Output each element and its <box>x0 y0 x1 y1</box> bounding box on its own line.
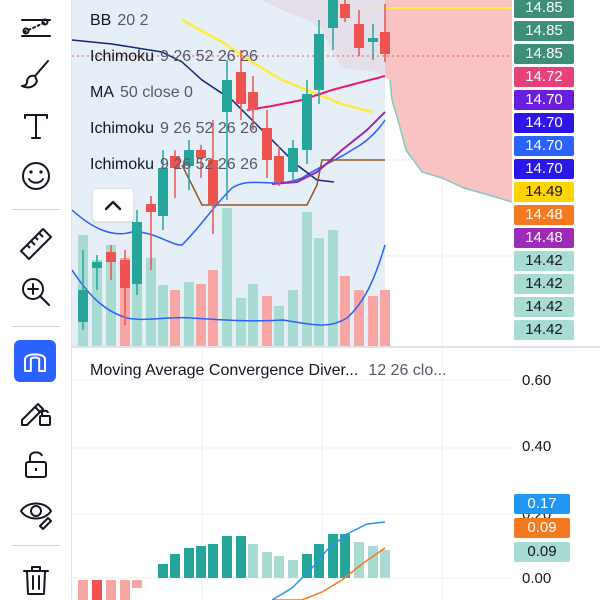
macd-params: 12 26 clo... <box>368 362 447 379</box>
legend-ichimoku-3[interactable]: Ichimoku 9 26 52 26 26 <box>90 154 258 176</box>
macd-axis-label: 0.60 <box>522 372 552 389</box>
bollinger-upper-line <box>72 119 386 246</box>
ichimoku-leading-span <box>271 111 386 185</box>
legend-params: 9 26 52 26 26 <box>160 156 258 173</box>
bollinger-lower-band <box>72 244 386 326</box>
emoji-tool-icon <box>22 162 50 190</box>
price-tag: 14.85 <box>514 0 574 18</box>
collapse-legend-button[interactable] <box>92 188 134 222</box>
macd-scale[interactable]: 0.60 0.40 0.20 0.00 0.17 0.09 0.09 <box>512 348 600 600</box>
macd-signal-line <box>272 547 386 600</box>
legend-name: Ichimoku <box>90 156 155 173</box>
macd-pane[interactable] <box>72 348 512 600</box>
price-tag: 14.42 <box>514 297 574 317</box>
macd-axis-label: 0.40 <box>522 438 552 455</box>
price-tag: 14.42 <box>514 274 574 294</box>
legend-ichimoku-2[interactable]: Ichimoku 9 26 52 26 26 <box>90 118 258 140</box>
macd-histogram <box>78 534 390 600</box>
price-tag: 14.48 <box>514 228 574 248</box>
price-tag: 14.42 <box>514 320 574 340</box>
macd-title: Moving Average Convergence Diver... <box>90 362 359 379</box>
legend-name: BB <box>90 12 112 29</box>
legend-name: Ichimoku <box>90 48 155 65</box>
magnet-tool-icon <box>24 353 46 372</box>
legend-moving-average[interactable]: MA 50 close 0 <box>90 82 193 104</box>
emoji-tool[interactable] <box>12 154 60 198</box>
price-tag: 14.70 <box>514 113 574 133</box>
price-tag: 14.48 <box>514 205 574 225</box>
legend-name: Ichimoku <box>90 120 155 137</box>
toolbar-divider <box>12 545 60 546</box>
moving-average-line <box>181 18 373 114</box>
price-tag: 14.70 <box>514 90 574 110</box>
legend-ichimoku-1[interactable]: Ichimoku 9 26 52 26 26 <box>90 46 258 68</box>
price-tag: 14.72 <box>514 67 574 87</box>
legend-params: 20 2 <box>117 12 149 29</box>
hide-drawings-tool[interactable] <box>12 490 60 534</box>
magnet-tool[interactable] <box>14 340 56 382</box>
legend-params: 50 close 0 <box>120 84 193 101</box>
trend-line-tool-icon <box>21 18 51 37</box>
price-chart[interactable] <box>72 0 512 348</box>
brush-tool-icon <box>21 60 49 89</box>
price-tag: 14.85 <box>514 44 574 64</box>
macd-line <box>271 521 386 600</box>
trash-icon <box>23 566 49 595</box>
macd-value-tag: 0.17 <box>514 494 570 514</box>
zoom-in-tool-icon <box>22 278 50 306</box>
legend-params: 9 26 52 26 26 <box>160 120 258 137</box>
price-tag: 14.70 <box>514 159 574 179</box>
legend-macd[interactable]: Moving Average Convergence Diver... 12 2… <box>90 360 447 382</box>
price-tag: 14.85 <box>514 21 574 41</box>
ruler-tool[interactable] <box>12 222 60 266</box>
price-scale[interactable]: 14.85 14.85 14.85 14.72 14.70 14.70 14.70 14.70… <box>512 0 600 348</box>
text-tool[interactable] <box>12 104 60 148</box>
price-chart-canvas <box>72 0 512 348</box>
legend-params: 9 26 52 26 26 <box>160 48 258 65</box>
price-tag: 14.42 <box>514 251 574 271</box>
candlesticks <box>78 0 390 330</box>
legend-name: MA <box>90 84 114 101</box>
macd-canvas <box>72 348 512 600</box>
price-tag: 14.70 <box>514 136 574 156</box>
toolbar-divider <box>12 326 60 327</box>
lock-drawing-icon <box>21 403 51 426</box>
zoom-in-tool[interactable] <box>12 270 60 314</box>
lock-all-icon <box>25 451 47 478</box>
brush-tool[interactable] <box>12 52 60 96</box>
lock-all-tool[interactable] <box>12 442 60 486</box>
pane-divider[interactable] <box>72 346 600 348</box>
macd-axis-label: 0.00 <box>522 570 552 587</box>
legend-bollinger-bands[interactable]: BB 20 2 <box>90 10 148 32</box>
drawing-toolbar <box>0 0 72 600</box>
price-tag: 14.49 <box>514 182 574 202</box>
remove-drawings-tool[interactable] <box>12 558 60 600</box>
cloud-edge-line <box>389 79 512 203</box>
signal-value-tag: 0.09 <box>514 518 570 538</box>
ichimoku-cloud <box>262 0 512 202</box>
chevron-up-icon <box>104 200 122 211</box>
ichimoku-lagging-span <box>181 159 385 206</box>
histogram-value-tag: 0.09 <box>514 542 570 562</box>
hide-drawings-icon <box>20 502 52 530</box>
lock-drawing-tool[interactable] <box>12 390 60 434</box>
ruler-tool-icon <box>20 228 52 260</box>
toolbar-divider <box>12 209 60 210</box>
text-tool-icon <box>24 114 48 139</box>
trend-line-tool[interactable] <box>12 6 60 50</box>
ichimoku-conversion-line <box>246 75 386 111</box>
